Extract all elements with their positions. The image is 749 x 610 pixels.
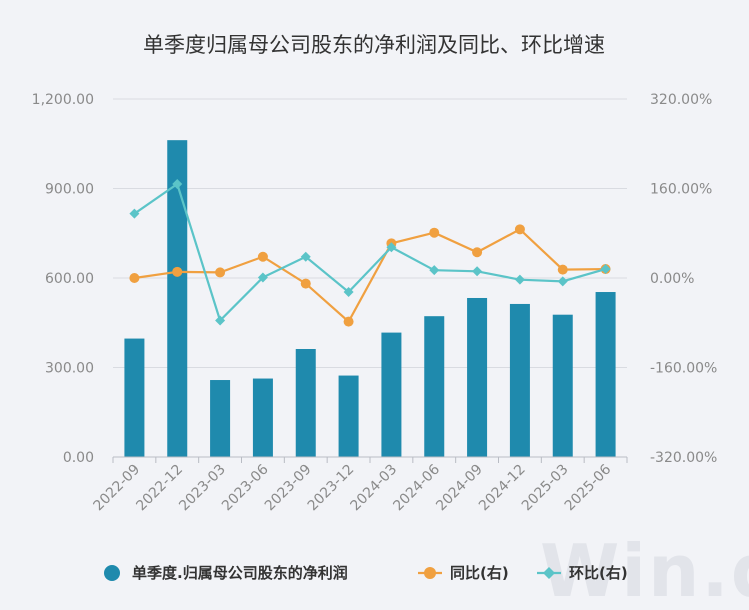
x-axis-tick-label: 2024-09 (433, 462, 486, 515)
legend-label: 环比(右) (569, 564, 628, 582)
right-axis-tick-label: 160.00% (650, 182, 712, 198)
legend-marker-yoy (424, 567, 436, 579)
right-axis-tick-label: -160.00% (650, 361, 717, 377)
legend-label: 同比(右) (450, 564, 509, 582)
x-axis-tick-label: 2023-06 (219, 461, 272, 514)
right-axis-tick-label: 0.00% (650, 271, 694, 287)
x-axis-tick-label: 2024-03 (348, 462, 401, 515)
line-point-circle (257, 251, 268, 262)
legend-marker-qoq (543, 567, 555, 579)
bar (167, 140, 188, 458)
bar (295, 349, 316, 457)
line-point-circle (343, 316, 354, 327)
line-point-circle (557, 264, 568, 275)
line-point-circle (129, 273, 140, 283)
bar (552, 314, 573, 457)
right-axis-tick-label: 320.00% (650, 92, 712, 108)
x-axis-tick-label: 2024-12 (476, 462, 529, 515)
legend: 单季度.归属母公司股东的净利润 同比(右) 环比(右) (104, 564, 628, 582)
x-axis-tick-label: 2025-03 (519, 462, 572, 515)
line-point-diamond (343, 286, 354, 297)
bar (467, 297, 488, 457)
series-line (133, 182, 606, 323)
x-axis-tick-label: 2023-03 (176, 462, 229, 515)
legend-label: 单季度.归属母公司股东的净利润 (132, 564, 348, 582)
x-axis-tick-label: 2022-12 (133, 462, 186, 515)
left-axis-tick-label: 300.00 (45, 361, 94, 377)
bar (124, 338, 145, 457)
line-point-diamond (600, 264, 611, 275)
line-point-diamond (129, 208, 140, 219)
line-point-circle (472, 247, 483, 258)
left-axis-tick-label: 0.00 (63, 450, 94, 466)
x-axis-tick-label: 2025-06 (562, 461, 615, 514)
line-point-diamond (300, 251, 311, 262)
x-axis-tick-label: 2022-09 (91, 462, 144, 515)
bar-series (124, 140, 616, 458)
line-point-diamond (215, 315, 226, 326)
line-point-circle (300, 278, 311, 289)
bar (424, 316, 445, 457)
x-axis-tick-label: 2024-06 (390, 461, 443, 514)
line-point-circle (514, 224, 525, 235)
chart-title: 单季度归属母公司股东的净利润及同比、环比增速 (143, 33, 605, 57)
bar (381, 332, 402, 457)
bar (595, 292, 616, 457)
right-axis-tick-label: -320.00% (650, 450, 717, 466)
line-point-circle (429, 227, 440, 238)
bar (338, 375, 359, 457)
line-point-diamond (514, 274, 525, 285)
line-point-circle (215, 267, 226, 278)
left-axis-tick-label: 600.00 (45, 271, 94, 287)
bar (509, 303, 530, 457)
left-axis-tick-label: 1,200.00 (32, 92, 94, 108)
line-point-diamond (429, 265, 440, 276)
legend-marker-bar (104, 565, 120, 581)
x-axis-tick-label: 2023-12 (305, 462, 358, 515)
bar (210, 380, 231, 457)
line-point-circle (172, 266, 183, 277)
line-point-diamond (172, 179, 183, 190)
line-point-diamond (472, 266, 483, 277)
x-axis-tick-label: 2023-09 (262, 462, 315, 515)
line-point-diamond (257, 272, 268, 283)
line-point-diamond (386, 242, 397, 253)
bar (252, 378, 273, 457)
gridlines (113, 98, 627, 368)
line-point-diamond (557, 276, 568, 287)
line-series (129, 179, 611, 327)
watermark: Win.d (540, 529, 749, 606)
left-axis-tick-label: 900.00 (45, 182, 94, 198)
series-line (134, 227, 606, 324)
